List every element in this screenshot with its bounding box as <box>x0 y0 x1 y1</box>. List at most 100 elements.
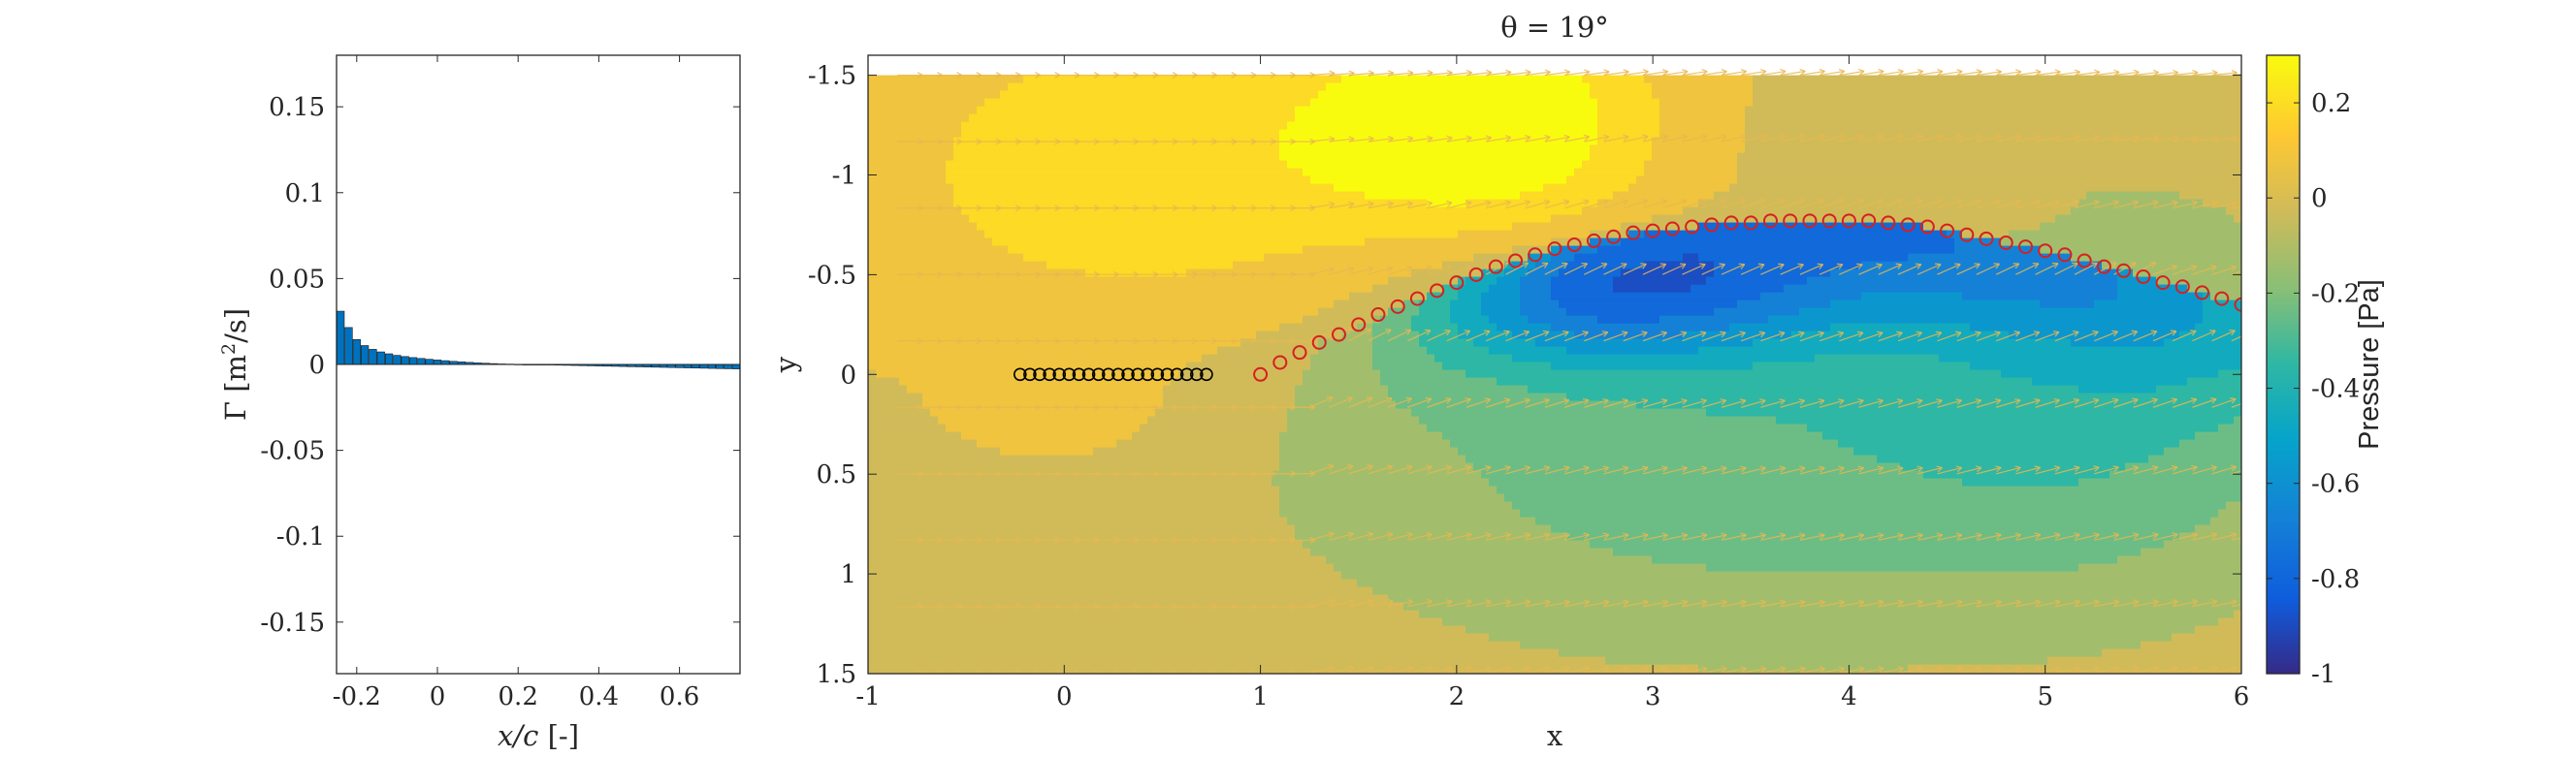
field-cell <box>961 75 970 84</box>
field-cell <box>1791 230 1800 239</box>
field-cell <box>2009 106 2017 115</box>
field-cell <box>2234 106 2241 115</box>
field-cell <box>1349 284 1358 294</box>
field-cell <box>1473 113 1482 123</box>
field-cell <box>1318 98 1327 108</box>
field-cell <box>1753 90 1761 100</box>
field-cell <box>1186 113 1195 123</box>
field-cell <box>1970 253 1979 263</box>
field-cell <box>1015 284 1024 294</box>
field-cell <box>2047 121 2056 131</box>
field-cell <box>1334 98 1342 108</box>
field-cell <box>953 106 962 115</box>
field-cell <box>2094 152 2103 162</box>
field-cell <box>2210 222 2219 232</box>
field-cell <box>2117 90 2126 100</box>
field-cell <box>1380 129 1389 139</box>
field-cell <box>1031 121 1040 131</box>
field-cell <box>922 253 931 263</box>
field-cell <box>1923 191 1932 201</box>
field-cell <box>1489 237 1497 247</box>
field-cell <box>1962 245 1971 255</box>
field-cell <box>1667 137 1676 146</box>
field-cell <box>1884 144 1893 154</box>
field-cell <box>1341 82 1350 92</box>
field-cell <box>1318 175 1327 185</box>
field-cell <box>1334 276 1342 286</box>
field-cell <box>1078 168 1086 177</box>
field-cell <box>1465 175 1474 185</box>
field-cell <box>1481 137 1490 146</box>
field-cell <box>915 152 923 162</box>
left-y-tick-label: -0.05 <box>260 437 325 466</box>
field-cell <box>1411 90 1420 100</box>
field-cell <box>1396 191 1404 201</box>
field-cell <box>1303 106 1311 115</box>
field-cell <box>1334 230 1342 239</box>
field-cell <box>2047 183 2056 193</box>
field-cell <box>1171 90 1179 100</box>
field-cell <box>938 90 947 100</box>
field-cell <box>2195 191 2204 201</box>
field-cell <box>1605 82 1614 92</box>
field-cell <box>2203 237 2211 247</box>
field-cell <box>1954 129 1963 139</box>
field-cell <box>969 183 978 193</box>
field-cell <box>2141 253 2149 263</box>
field-cell <box>1993 175 2002 185</box>
field-cell <box>2032 121 2041 131</box>
field-cell <box>938 160 947 170</box>
field-cell <box>1155 98 1164 108</box>
field-cell <box>884 261 892 270</box>
field-cell <box>1636 129 1645 139</box>
field-cell <box>2226 160 2235 170</box>
field-cell <box>2009 137 2017 146</box>
field-cell <box>876 137 885 146</box>
field-cell <box>1908 183 1916 193</box>
field-cell <box>1582 253 1591 263</box>
field-cell <box>1031 245 1040 255</box>
field-cell <box>1628 137 1637 146</box>
field-cell <box>1931 175 1940 185</box>
field-cell <box>1318 106 1327 115</box>
field-cell <box>977 121 985 131</box>
field-cell <box>1295 206 1304 216</box>
field-cell <box>2102 137 2110 146</box>
field-cell <box>1613 276 1622 286</box>
field-cell <box>1155 199 1164 208</box>
field-cell <box>1023 230 1032 239</box>
field-cell <box>1357 98 1366 108</box>
field-cell <box>1807 168 1816 177</box>
field-cell <box>1636 245 1645 255</box>
field-cell <box>1256 276 1265 286</box>
field-cell <box>1334 245 1342 255</box>
field-cell <box>2016 183 2025 193</box>
field-cell <box>1101 245 1110 255</box>
field-cell <box>1388 82 1397 92</box>
circulation-bar <box>425 359 434 365</box>
field-cell <box>1729 191 1738 201</box>
field-cell <box>1993 90 2002 100</box>
field-cell <box>1194 175 1203 185</box>
field-cell <box>1954 106 1963 115</box>
field-cell <box>1884 206 1893 216</box>
field-cell <box>1310 284 1319 294</box>
field-cell <box>1186 160 1195 170</box>
field-cell <box>1070 284 1079 294</box>
field-cell <box>1318 261 1327 270</box>
field-cell <box>1846 183 1854 193</box>
left-x-ticks: -0.2 0 0.2 0.4 0.6 <box>333 55 699 711</box>
field-cell <box>1931 129 1940 139</box>
field-cell <box>2125 175 2134 185</box>
field-cell <box>1489 284 1497 294</box>
field-cell <box>992 276 1001 286</box>
field-cell <box>2218 261 2227 270</box>
field-cell <box>2109 230 2118 239</box>
field-cell <box>1194 152 1203 162</box>
field-cell <box>1528 214 1536 224</box>
field-cell <box>1683 276 1691 286</box>
field-cell <box>1659 160 1668 170</box>
field-cell <box>1722 152 1730 162</box>
field-cell <box>2148 82 2157 92</box>
field-cell <box>2024 152 2033 162</box>
